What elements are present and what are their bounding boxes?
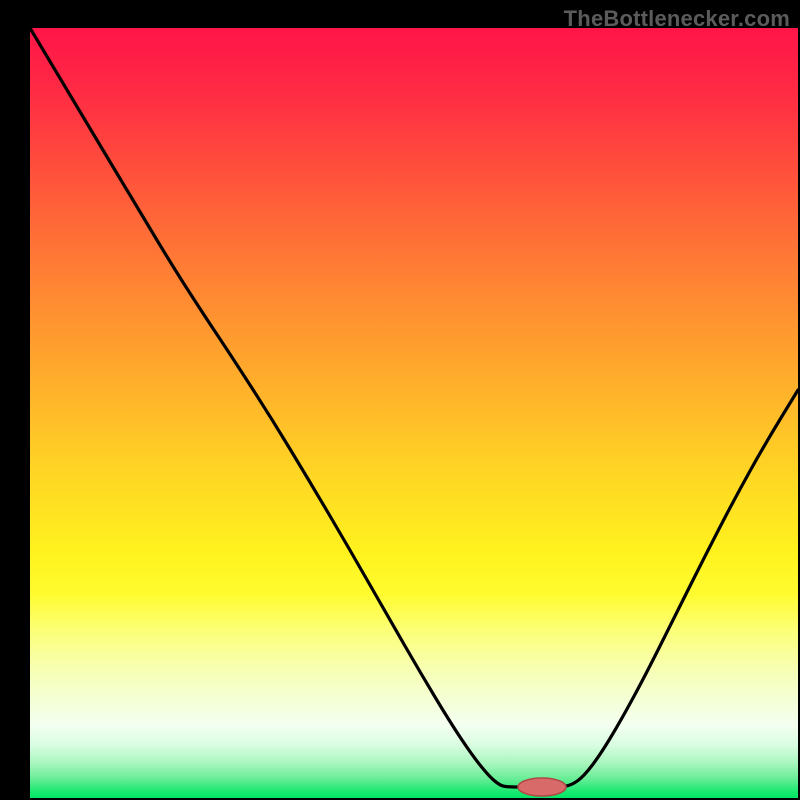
- chart-canvas: [0, 0, 800, 800]
- frame-left: [0, 0, 30, 800]
- watermark-text: TheBottlenecker.com: [564, 6, 790, 32]
- plot-background: [30, 28, 798, 798]
- optimal-marker: [518, 778, 566, 796]
- bottleneck-chart: TheBottlenecker.com: [0, 0, 800, 800]
